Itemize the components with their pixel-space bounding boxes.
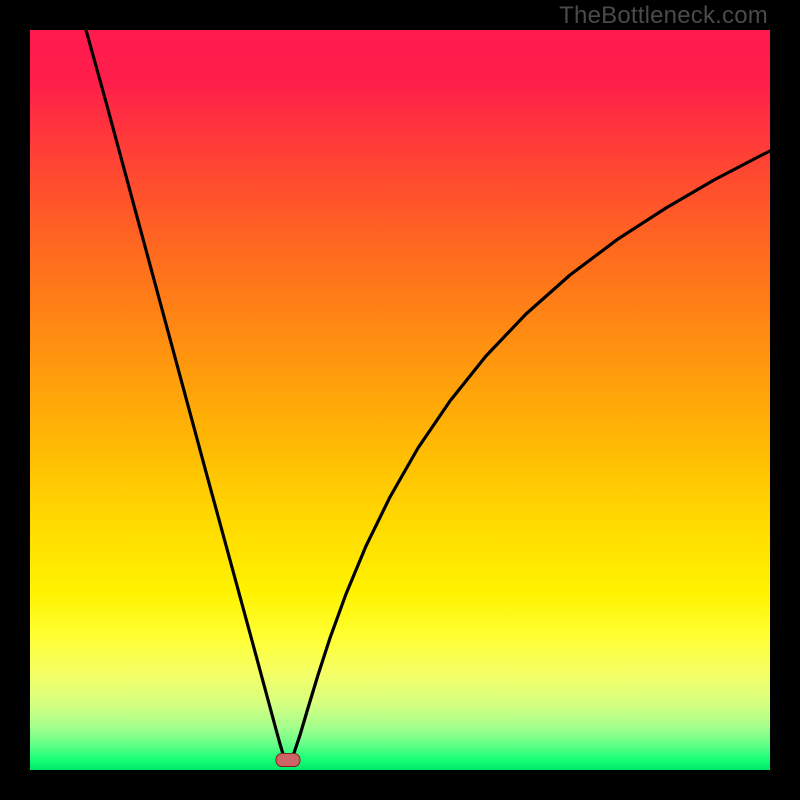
optimal-marker xyxy=(30,30,770,770)
plot-area xyxy=(30,30,770,770)
chart-frame xyxy=(30,30,770,770)
watermark-text: TheBottleneck.com xyxy=(559,2,768,30)
